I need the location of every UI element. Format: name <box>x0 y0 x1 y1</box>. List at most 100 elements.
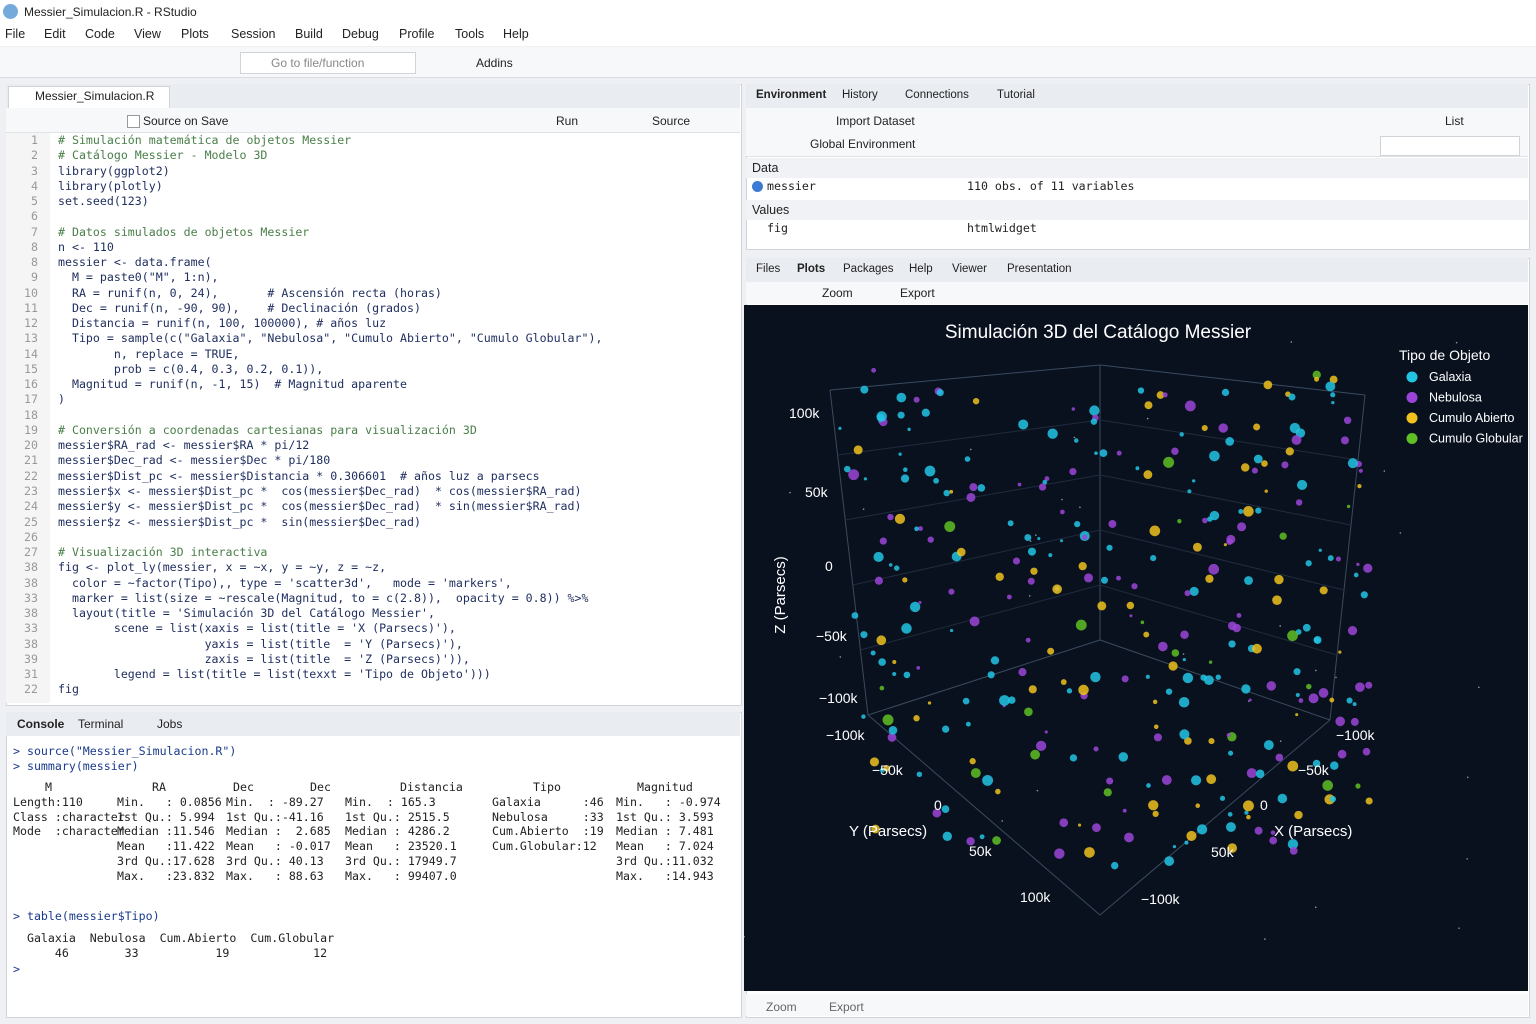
tick-label: 100k <box>1020 889 1051 905</box>
plots-tab[interactable]: Viewer <box>952 263 987 275</box>
plot-3d[interactable]: Simulación 3D del Catálogo Messier Tipo d… <box>744 305 1528 991</box>
marker <box>1335 716 1346 727</box>
axis-title: Z (Parsecs) <box>772 556 789 634</box>
marker <box>1066 688 1073 694</box>
summary-cell: Median : 2.685 <box>226 824 331 839</box>
marker <box>1253 454 1263 464</box>
env-tab[interactable]: History <box>842 89 878 101</box>
legend-title: Tipo de Objeto <box>1399 347 1491 363</box>
code-line: Tipo = sample(c("Galaxia", "Nebulosa", "… <box>58 331 603 346</box>
console-tab[interactable]: Jobs <box>157 717 183 731</box>
list-view[interactable]: List <box>1445 114 1464 128</box>
marker <box>1035 740 1047 752</box>
marker <box>1060 509 1065 515</box>
line-number: 38 <box>24 575 38 590</box>
marker <box>901 623 912 634</box>
summary-cell: Cum.Abierto :19 <box>492 824 604 839</box>
export-button[interactable]: Export <box>829 1000 864 1014</box>
menu-item[interactable]: Debug <box>342 27 379 41</box>
star <box>1029 540 1032 542</box>
menu-item[interactable]: Help <box>503 27 529 41</box>
marker <box>1209 510 1220 521</box>
code-line: zaxis = list(title = 'Z (Parsecs)')), <box>58 651 470 666</box>
marker <box>1327 555 1334 562</box>
menu-item[interactable]: View <box>134 27 161 41</box>
marker <box>1131 583 1138 590</box>
code-line: messier$RA_rad <- messier$RA * pi/12 <box>58 438 310 453</box>
editor-tab[interactable] <box>8 86 170 109</box>
env-tab[interactable]: Environment <box>756 89 827 101</box>
env-tab[interactable]: Connections <box>905 89 969 101</box>
marker <box>1179 729 1190 740</box>
marker <box>1054 848 1065 859</box>
marker <box>1350 717 1359 726</box>
plots-tab[interactable]: Packages <box>843 263 894 275</box>
cube-edge <box>1099 364 1366 396</box>
zoom-button[interactable]: Zoom <box>766 1000 797 1014</box>
marker <box>1263 380 1273 390</box>
marker <box>1357 483 1362 489</box>
line-number: 22 <box>24 682 38 697</box>
marker <box>1208 563 1220 575</box>
menu-item[interactable]: Plots <box>181 27 209 41</box>
marker <box>1312 370 1321 379</box>
env-tab[interactable]: Tutorial <box>997 89 1035 101</box>
menu-item[interactable]: Profile <box>399 27 435 41</box>
plots-tab[interactable]: Files <box>756 263 781 275</box>
run-button[interactable]: Run <box>556 114 579 128</box>
legend-marker <box>1406 392 1418 403</box>
menu-item[interactable]: File <box>5 27 26 41</box>
import-dataset[interactable]: Import Dataset <box>836 114 915 128</box>
addins-button[interactable]: Addins <box>476 56 513 70</box>
zoom-button[interactable]: Zoom <box>822 286 853 300</box>
marker <box>1172 844 1177 849</box>
plots-tab[interactable]: Plots <box>797 263 826 275</box>
star <box>862 508 865 510</box>
code-line: legend = list(title = list(texxt = 'Tipo… <box>58 667 491 682</box>
editor-tab-label[interactable]: Messier_Simulacion.R <box>35 89 155 103</box>
line-number: 26 <box>24 529 38 544</box>
menu-item[interactable]: Build <box>295 27 323 41</box>
source-on-save[interactable]: Source on Save <box>143 114 229 128</box>
marker <box>1206 774 1217 785</box>
menu-item[interactable]: Code <box>85 27 115 41</box>
marker <box>1137 387 1145 394</box>
code-line: Magnitud = runif(n, -1, 15) # Magnitud a… <box>58 377 408 392</box>
line-number: 38 <box>24 560 38 575</box>
plots-tab[interactable]: Help <box>909 263 933 275</box>
menu-item[interactable]: Session <box>231 27 276 41</box>
source-button[interactable]: Source <box>652 114 691 128</box>
console-tab[interactable]: Terminal <box>78 717 124 731</box>
checkbox[interactable] <box>127 115 140 128</box>
line-number: 18 <box>24 407 38 422</box>
marker <box>1221 388 1230 397</box>
menu-item[interactable]: Tools <box>455 27 485 41</box>
star <box>1079 506 1081 509</box>
menu-item[interactable]: Edit <box>44 27 66 41</box>
grid-line <box>860 584 1338 656</box>
tick-label: 100k <box>789 405 820 421</box>
export-button[interactable]: Export <box>900 286 935 300</box>
marker <box>1226 733 1231 737</box>
global-env[interactable]: Global Environment <box>810 137 916 151</box>
marker <box>1244 576 1253 585</box>
marker <box>1285 447 1294 456</box>
console-tab[interactable]: Console <box>17 717 65 731</box>
marker <box>1148 800 1159 811</box>
marker <box>1089 405 1100 416</box>
marker <box>1153 733 1162 742</box>
line-number: 1 <box>31 133 38 147</box>
marker <box>1047 647 1055 655</box>
goto-box[interactable] <box>240 52 416 74</box>
marker <box>1156 391 1165 399</box>
marker <box>1244 810 1249 815</box>
plots-tab[interactable]: Presentation <box>1007 263 1072 275</box>
marker <box>966 492 976 502</box>
env-search[interactable] <box>1380 136 1520 156</box>
code-line: # Simulación matemática de objetos Messi… <box>58 133 352 147</box>
line-number: 27 <box>24 545 38 560</box>
expand-icon[interactable] <box>752 181 763 192</box>
marker <box>1237 522 1247 532</box>
code-line: # Visualización 3D interactiva <box>58 545 268 560</box>
summary-header: Tipo <box>533 780 561 794</box>
